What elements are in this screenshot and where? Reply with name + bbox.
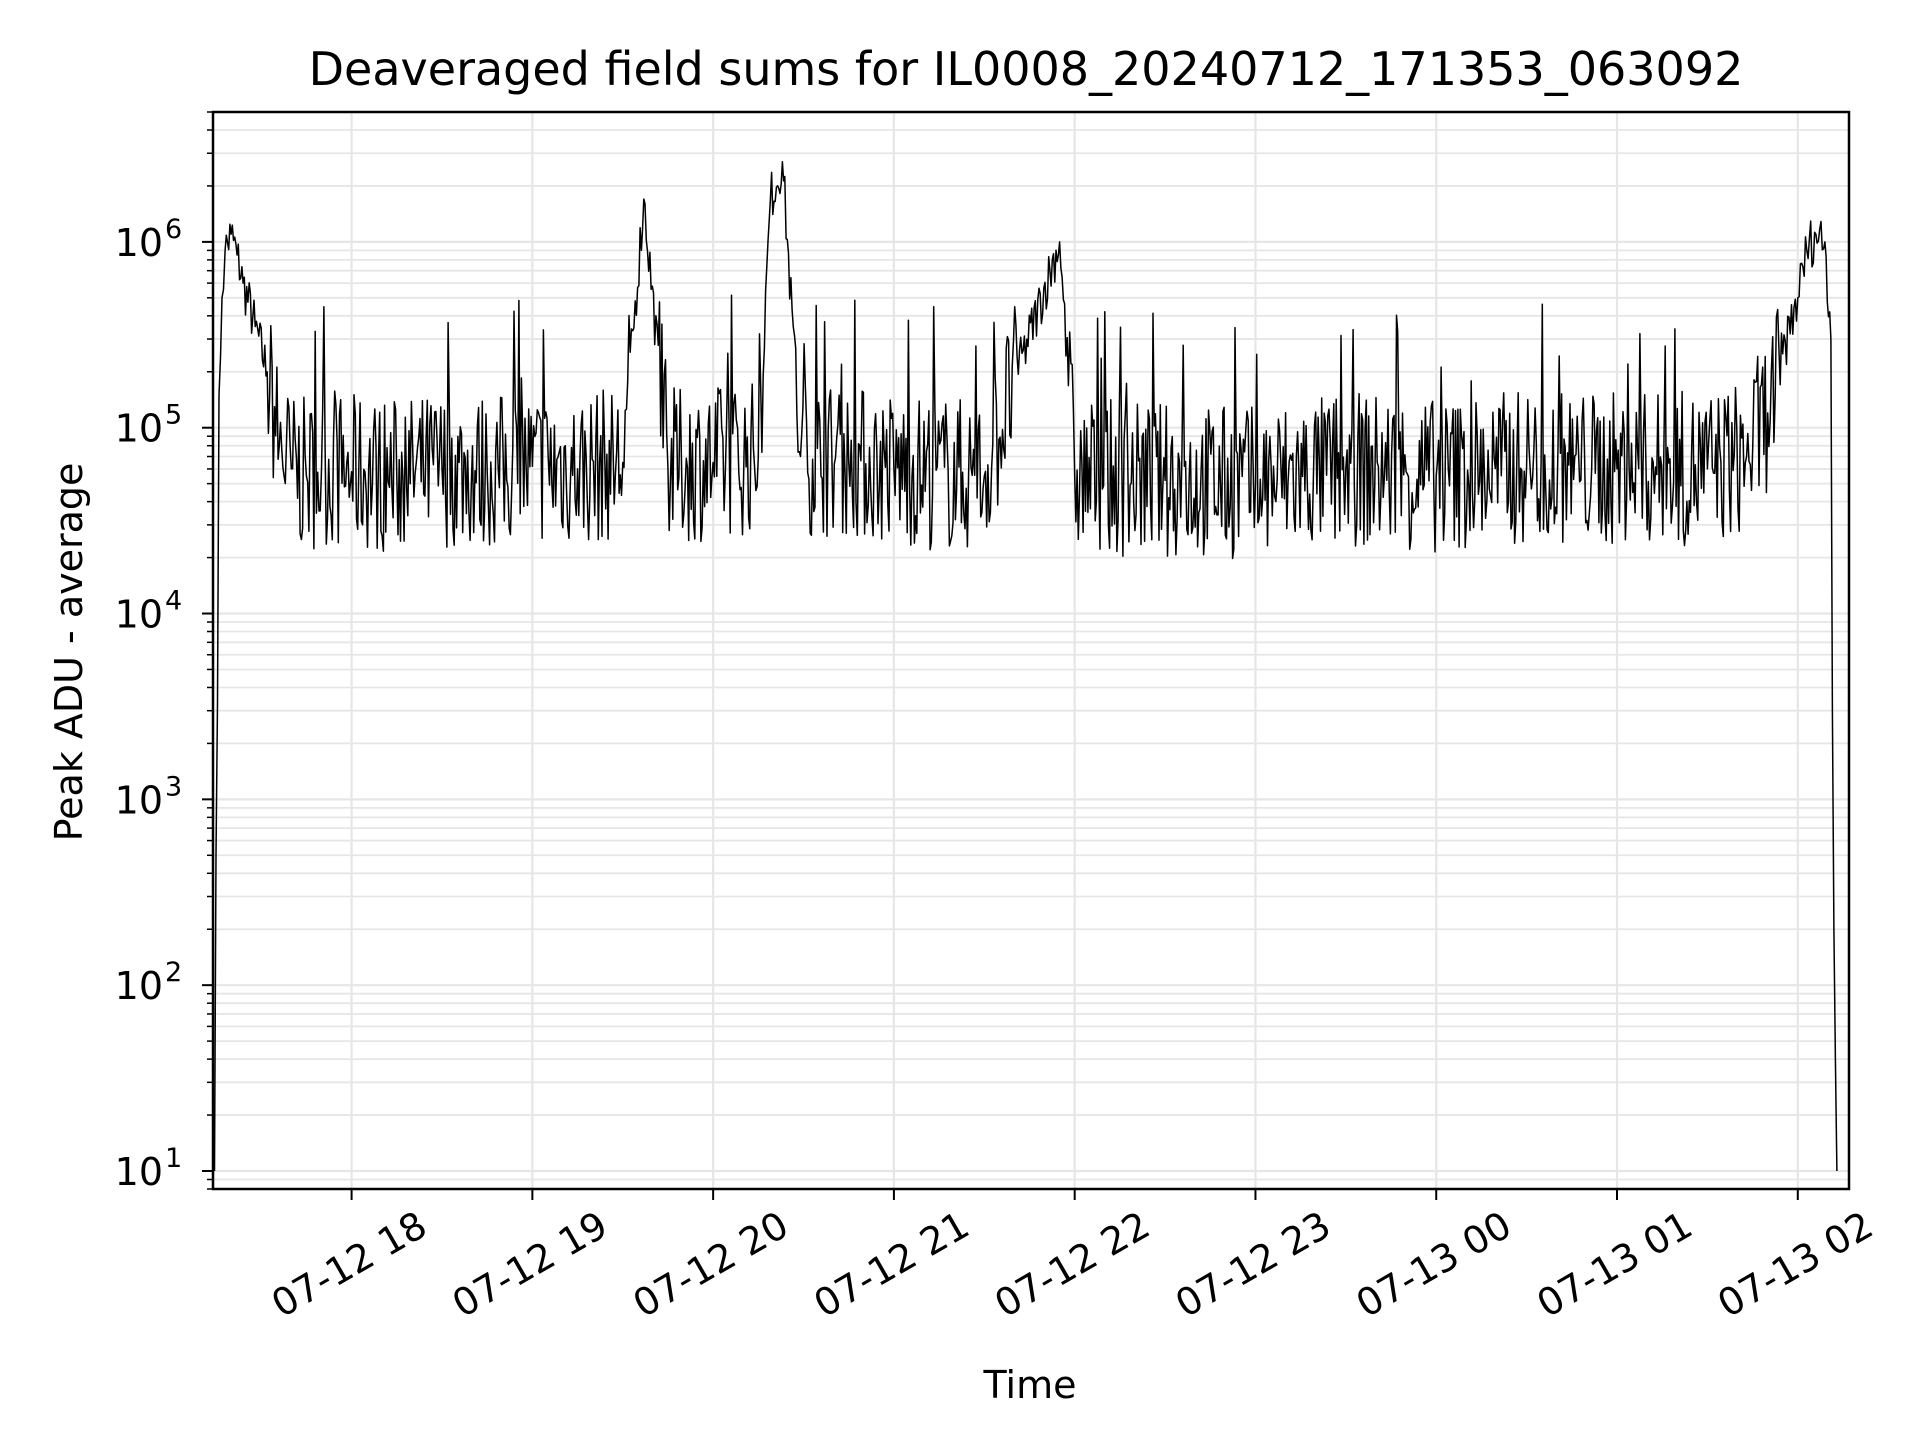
x-tick-label: 07-12 22 [987,1203,1157,1327]
chart-title: Deaveraged field sums for IL0008_2024071… [309,42,1744,96]
y-tick-label: 10 [115,593,163,637]
plot-area-frame [211,110,1851,1191]
x-tick-label: 07-12 21 [806,1203,976,1327]
x-tick-label: 07-12 19 [445,1203,615,1327]
x-tick-label: 07-12 20 [626,1203,796,1327]
x-tick-label: 07-12 18 [264,1203,434,1327]
x-tick-label: 07-13 02 [1710,1203,1880,1327]
x-axis-label: Time [983,1363,1077,1407]
y-tick-label-exponent: 3 [165,771,182,802]
y-tick-label: 10 [115,221,163,265]
y-tick-label-exponent: 4 [165,586,182,617]
series-line [213,160,1838,1172]
x-tick-label: 07-12 23 [1168,1203,1338,1327]
y-tick-label-exponent: 2 [165,957,182,988]
grid-lines [213,111,1849,1190]
y-tick-label-exponent: 6 [165,214,182,245]
y-tick-label: 10 [115,407,163,451]
y-tick-label: 10 [115,964,163,1008]
y-tick-label-exponent: 1 [165,1143,182,1174]
x-tick-label: 07-13 00 [1349,1203,1519,1327]
y-tick-label-exponent: 5 [165,400,182,431]
y-tick-label: 10 [115,778,163,822]
x-axis-ticks: 07-12 18 07-12 19 07-12 20 07-12 21 07-12 22… [264,1189,1880,1326]
y-axis-label: Peak ADU - average [47,463,91,842]
x-tick-label: 07-13 01 [1530,1203,1700,1327]
y-tick-label: 10 [115,1150,163,1194]
